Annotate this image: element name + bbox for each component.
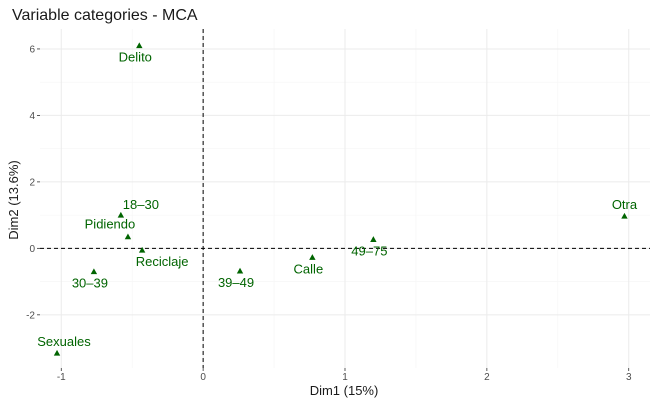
data-point-marker [124,233,132,240]
data-point-label: Sexuales [37,334,91,349]
y-tick-label: -2 [26,310,35,321]
y-axis-title: Dim2 (13.6%) [6,160,21,239]
data-point-marker [117,211,125,218]
data-point-marker [621,212,628,219]
data-point-marker [90,268,98,275]
y-tick-label: 6 [29,44,35,55]
chart-title: Variable categories - MCA [12,7,198,24]
data-point-marker [236,267,244,274]
data-point-label: 39–49 [218,275,254,290]
x-axis-title: Dim1 (15%) [310,383,379,398]
data-point-marker [53,349,61,356]
data-points: Delito 18–30 Pidiendo Reciclaje 30–39 39–49 Ca… [37,42,638,356]
data-point-label: Calle [294,261,324,276]
data-point-marker [138,246,146,253]
x-tick-label: 0 [200,372,206,383]
axis-ticks: -1 0 1 2 3 -2 0 2 4 6 [26,44,632,383]
data-point-marker [136,42,143,49]
x-tick-label: 1 [342,372,348,383]
data-point-label: Delito [119,50,152,65]
data-point-marker [370,236,377,242]
data-point-label: 49–75 [351,243,387,258]
y-tick-label: 4 [29,111,35,122]
data-point-label: Pidiendo [85,217,136,232]
data-point-label: Otra [612,197,638,212]
x-tick-label: 3 [626,372,632,383]
data-point-label: Reciclaje [136,254,189,269]
x-tick-label: 2 [484,372,490,383]
data-point-label: 30–39 [72,276,108,291]
data-point-label: 18–30 [123,197,159,212]
y-tick-label: 2 [29,177,35,188]
y-tick-label: 0 [29,244,35,255]
data-point-marker [309,254,316,260]
x-tick-label: -1 [57,372,66,383]
